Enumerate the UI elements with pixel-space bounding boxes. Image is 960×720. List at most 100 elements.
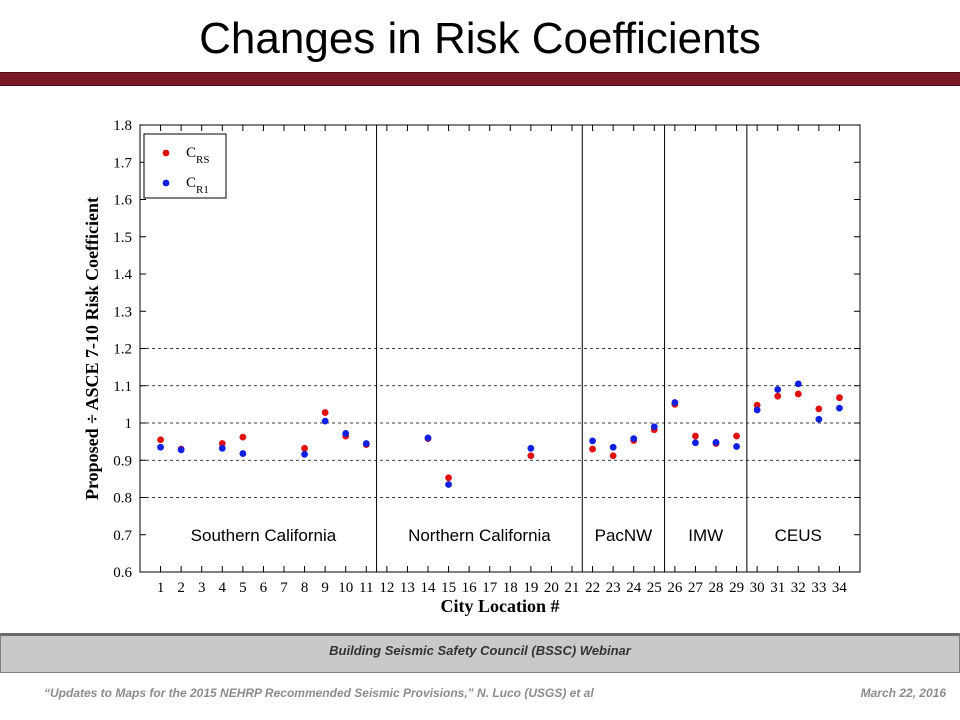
point-rs-30 [753,401,761,409]
x-tick-label: 28 [709,580,724,596]
region-label-4: CEUS [775,526,822,545]
x-tick-label: 9 [321,580,329,596]
point-rs-5 [239,433,247,441]
point-rs-27 [692,432,699,440]
point-rs-29 [733,432,740,440]
point-r1-2 [177,446,185,454]
footer-bar [0,633,960,673]
point-r1-24 [630,435,638,443]
y-tick-label: 0.6 [113,565,132,581]
point-r1-34 [836,404,843,412]
x-tick-label: 18 [503,580,518,596]
point-r1-5 [239,450,247,457]
y-tick-label: 1.3 [113,304,132,320]
x-tick-label: 23 [606,580,621,596]
date-text: March 22, 2016 [860,686,946,700]
x-tick-label: 30 [750,580,765,596]
x-tick-label: 27 [688,580,704,596]
point-r1-32 [794,380,802,388]
y-tick-label: 0.7 [113,528,132,544]
point-r1-10 [342,430,350,437]
point-r1-31 [774,386,782,393]
point-r1-27 [692,439,699,447]
legend-box [143,133,227,199]
x-tick-label: 5 [239,580,247,596]
title-accent-bar [0,72,960,86]
point-r1-30 [753,406,761,414]
legend-subscript-rs: RS [196,154,209,166]
y-tick-label: 1.4 [113,267,132,283]
risk-coefficient-chart: 0.60.70.80.911.11.21.31.41.51.61.71.81 2 3… [82,118,861,616]
point-r1-26 [671,399,679,406]
point-rs-4 [218,440,226,447]
x-tick-label: 15 [441,580,456,596]
point-rs-34 [836,394,843,402]
y-tick-label: 1.6 [113,193,132,209]
point-r1-1 [157,443,164,451]
x-tick-label: 13 [400,580,415,596]
point-r1-15 [445,481,452,488]
x-tick-label: 2 [177,580,185,596]
point-r1-25 [650,423,658,431]
point-rs-22 [589,445,596,453]
x-tick-label: 16 [462,580,478,596]
y-tick-label: 1.7 [113,155,132,171]
region-label-3: IMW [688,526,723,545]
x-tick-label: 17 [482,580,498,596]
point-rs-15 [445,474,452,482]
y-tick-label: 1 [125,416,133,432]
legend-marker-rs [162,149,170,157]
point-r1-11 [362,440,370,447]
x-tick-label: 29 [729,580,744,596]
legend-subscript-r1: R1 [196,184,209,196]
y-tick-label: 0.8 [113,491,132,507]
y-tick-label: 1.8 [113,118,132,134]
x-tick-label: 34 [832,580,848,596]
point-r1-14 [424,434,432,442]
x-tick-label: 1 [157,580,165,596]
plot-layer: 0.60.70.80.911.11.21.31.41.51.61.71.81 2 3… [82,118,861,616]
x-tick-label: 25 [647,580,662,596]
x-tick-label: 10 [338,580,353,596]
point-rs-1 [157,436,164,444]
x-tick-label: 21 [565,580,580,596]
x-tick-label: 6 [260,580,268,596]
region-label-1: Northern California [408,526,551,545]
point-rs-23 [609,452,617,460]
x-tick-label: 31 [770,580,785,596]
x-tick-label: 26 [667,580,683,596]
x-tick-label: 24 [626,580,642,596]
point-rs-31 [774,392,782,400]
x-tick-label: 22 [585,580,600,596]
x-tick-label: 7 [280,580,288,596]
point-rs-19 [527,452,535,460]
x-tick-label: 3 [198,580,206,596]
legend-label-rs: C [186,145,196,161]
x-tick-label: 11 [359,580,373,596]
legend-label-r1: C [186,175,196,191]
point-rs-8 [301,444,308,452]
point-r1-8 [301,450,308,458]
point-r1-28 [712,438,720,446]
x-tick-label: 19 [523,580,538,596]
point-r1-22 [589,437,596,445]
y-tick-label: 1.5 [113,230,132,246]
point-r1-19 [527,444,535,452]
y-tick-label: 1.1 [113,379,132,395]
point-r1-33 [815,415,823,423]
citation-text: “Updates to Maps for the 2015 NEHRP Reco… [44,686,594,700]
y-tick-label: 1.2 [113,342,132,358]
slide-title: Changes in Risk Coefficients [199,14,761,63]
region-label-2: PacNW [595,526,653,545]
x-tick-label: 4 [219,580,227,596]
point-rs-9 [321,409,329,416]
y-axis-title: Proposed ÷ ASCE 7-10 Risk Coefficient [82,197,102,500]
point-r1-4 [218,444,226,452]
point-r1-23 [609,443,617,451]
y-tick-label: 0.9 [113,453,132,469]
x-tick-label: 20 [544,580,559,596]
x-tick-label: 14 [421,580,437,596]
point-r1-29 [733,443,740,450]
x-tick-label: 8 [301,580,309,596]
legend-marker-r1 [162,179,170,187]
